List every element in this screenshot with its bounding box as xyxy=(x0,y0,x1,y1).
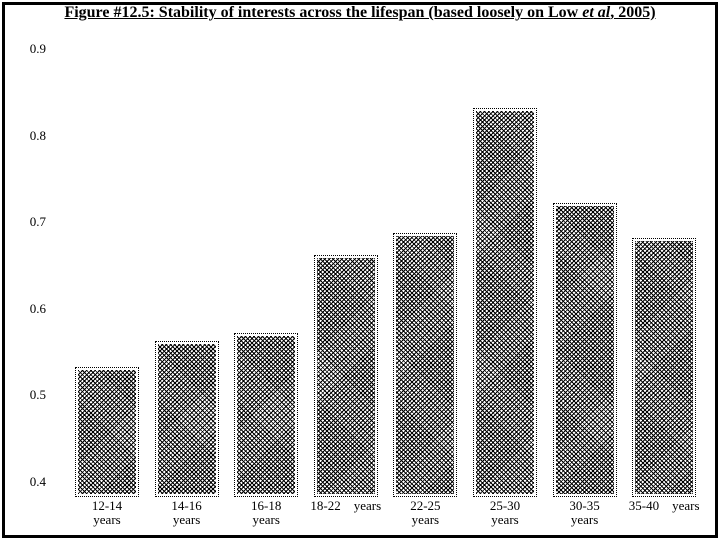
bar-18-22-years xyxy=(313,254,378,497)
x-tick-label: 12-14 years xyxy=(59,499,155,527)
x-tick-label-line: years xyxy=(252,512,280,527)
bar-12-14-years xyxy=(75,367,139,497)
figure-title-et-al: et al xyxy=(582,4,611,21)
x-tick-label-line: 22-25 xyxy=(410,498,441,513)
x-tick-label-line: 25-30 xyxy=(489,498,521,513)
bar-fill-pattern xyxy=(396,236,455,494)
x-tick-label-line: 16-18 xyxy=(251,498,282,513)
y-tick-label: 0.4 xyxy=(29,474,46,489)
x-tick-label-line: years xyxy=(491,512,519,527)
x-tick-label: 35-40 years xyxy=(616,499,712,513)
figure-title-year: , 2005) xyxy=(610,4,656,21)
x-tick-label-line: years xyxy=(411,512,440,527)
x-tick-label: 14-16 years xyxy=(139,499,235,527)
bar-25-30-years xyxy=(473,107,537,497)
x-tick-label-line: 18-22 years xyxy=(310,498,382,513)
x-tick-label-line: 35-40 years xyxy=(628,498,700,513)
bar-22-25-years xyxy=(393,233,458,497)
x-tick-label-line: years xyxy=(93,512,121,527)
x-tick-label-line: 30-35 xyxy=(569,498,600,513)
bar-fill-pattern xyxy=(78,370,136,494)
bar-30-35-years xyxy=(552,202,617,497)
y-tick-label: 0.8 xyxy=(29,127,46,143)
bar-fill-pattern xyxy=(635,240,694,494)
bar-35-40-years xyxy=(632,237,697,497)
x-tick-label: 22-25 years xyxy=(377,499,473,527)
x-tick-label-line: 14-16 xyxy=(171,498,202,513)
figure-title: Figure #12.5: Stability of interests acr… xyxy=(0,4,720,22)
y-tick-label: 0.7 xyxy=(29,214,46,230)
x-tick-label: 16-18 years xyxy=(218,499,314,527)
x-tick-label: 30-35 years xyxy=(537,499,633,527)
bar-14-16-years xyxy=(154,341,219,497)
bar-fill-pattern xyxy=(237,335,296,494)
bar-fill-pattern xyxy=(316,257,375,494)
bar-16-18-years xyxy=(234,332,299,497)
bar-fill-pattern xyxy=(555,205,614,494)
x-tick-label-line: years xyxy=(172,512,201,527)
y-tick-label: 0.6 xyxy=(29,300,46,316)
figure-title-text: Figure #12.5: Stability of interests acr… xyxy=(64,4,583,21)
y-tick-label: 0.9 xyxy=(29,41,46,56)
bar-fill-pattern xyxy=(476,110,534,494)
x-tick-label-line: 12-14 xyxy=(91,498,123,513)
x-tick-label: 18-22 years xyxy=(298,499,394,513)
y-tick-label: 0.5 xyxy=(29,387,46,403)
x-tick-label: 25-30 years xyxy=(457,499,553,527)
bar-fill-pattern xyxy=(157,344,216,494)
x-tick-label-line: years xyxy=(570,512,599,527)
